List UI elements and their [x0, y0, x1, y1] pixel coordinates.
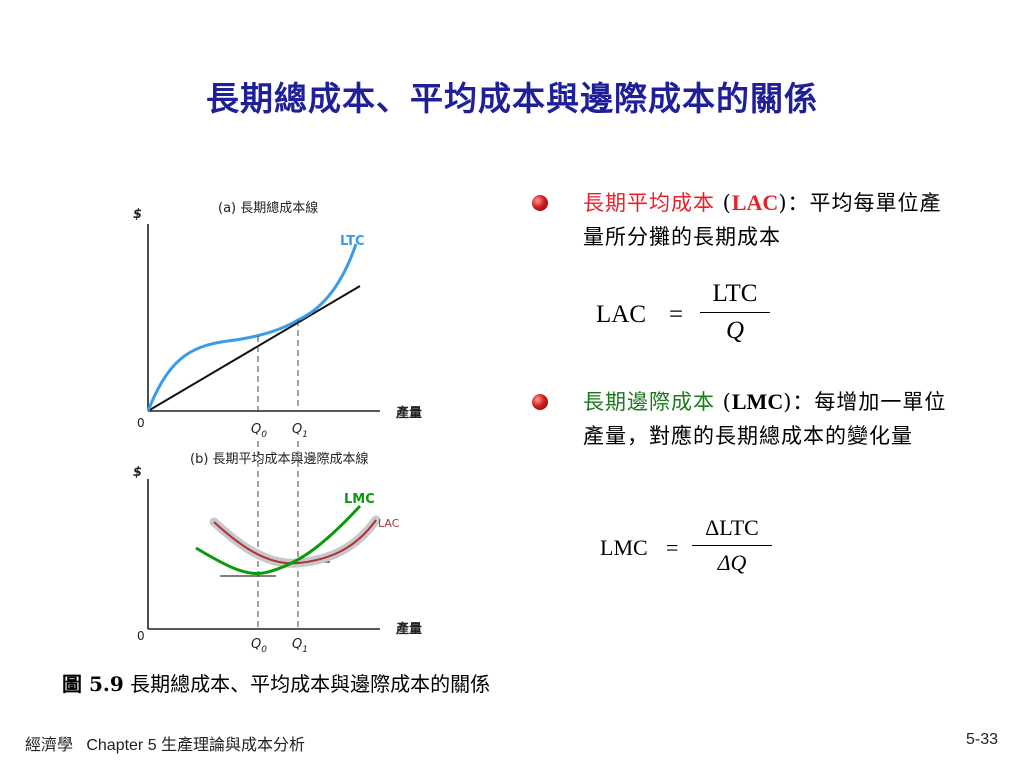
bullet-lmc: 長期邊際成本 (LMC)：每增加一單位產量，對應的長期總成本的變化量	[583, 385, 963, 453]
bullet-dot-lmc	[532, 394, 548, 410]
bullet-lac: 長期平均成本 (LAC)：平均每單位產量所分攤的長期成本	[583, 186, 963, 254]
definition-lmc: ：每增加一單位產量，對應的長期總成本的變化量	[583, 390, 947, 448]
caption-text: 長期總成本、平均成本與邊際成本的關係	[123, 672, 491, 696]
panel-b: (b) 長期平均成本與邊際成本線 $ 產量 0 LAC LMC Q0 Q1	[133, 441, 422, 655]
q1-label-a: Q1	[292, 422, 308, 440]
formula-lmc-num: ΔLTC	[705, 515, 759, 540]
figure-caption: 圖 5.9 長期總成本、平均成本與邊際成本的關係	[62, 668, 490, 697]
definition-lac: ：平均每單位產量所分攤的長期成本	[583, 191, 942, 249]
panel-a: (a) 長期總成本線 $ 產量 0 LTC Q0 Q1	[133, 200, 422, 440]
footer-course: 經濟學 Chapter 5 生產理論與成本分析	[25, 737, 306, 754]
q0-label-b: Q0	[251, 637, 267, 655]
bullet-lmc-open: (	[715, 390, 732, 414]
lmc-label: LMC	[344, 492, 375, 507]
slide-title: 長期總成本、平均成本與邊際成本的關係	[206, 79, 818, 118]
formula-lmc: LMC = ΔLTC ΔQ	[600, 515, 790, 595]
panel-a-y-label: $	[133, 207, 142, 222]
term-lmc: 長期邊際成本	[583, 390, 715, 414]
bullet-dot-lac	[532, 195, 548, 211]
formula-lac-den: Q	[725, 317, 745, 344]
formula-lmc-lhs: LMC	[600, 535, 648, 560]
q0-label-a: Q0	[251, 422, 267, 440]
lmc-curve	[195, 504, 362, 575]
formula-lac-num: LTC	[712, 280, 758, 307]
footer-page-number: 5-33	[965, 731, 998, 748]
panel-b-x-label: 產量	[395, 621, 422, 637]
term-lac: 長期平均成本	[583, 191, 715, 215]
lac-curve	[213, 519, 377, 565]
bullet-lac-close: )	[778, 191, 788, 215]
lac-label: LAC	[378, 517, 400, 530]
panel-a-title: (a) 長期總成本線	[218, 200, 318, 216]
ray-from-origin	[147, 285, 361, 412]
formula-lac-frac: LTC Q	[700, 280, 770, 345]
abbr-lac: LAC	[731, 190, 779, 215]
formula-lac: LAC = LTC Q	[596, 280, 786, 370]
caption-label: 圖 5.9	[62, 672, 124, 696]
formula-lmc-bar	[692, 545, 772, 546]
formula-lmc-eq: =	[666, 535, 679, 560]
ltc-label: LTC	[340, 234, 365, 249]
bullet-lmc-close: )	[783, 390, 793, 414]
panel-a-x-label: 產量	[395, 405, 422, 421]
ltc-curve	[146, 243, 358, 412]
panel-b-y-label: $	[133, 465, 142, 480]
formula-lmc-den: ΔQ	[717, 550, 747, 575]
bullet-lac-open: (	[715, 191, 732, 215]
formula-lac-lhs: LAC	[596, 301, 646, 328]
panel-a-origin: 0	[137, 416, 145, 430]
formula-lac-bar	[700, 312, 770, 313]
cost-curves-figure: (a) 長期總成本線 $ 產量 0 LTC Q0 Q1 (b) 長期平均成本與邊…	[118, 186, 448, 656]
abbr-lmc: LMC	[731, 389, 784, 414]
formula-lmc-frac: ΔLTC ΔQ	[692, 515, 772, 576]
panel-b-title: (b) 長期平均成本與邊際成本線	[190, 451, 369, 467]
panel-b-origin: 0	[137, 629, 145, 643]
figure-svg: (a) 長期總成本線 $ 產量 0 LTC Q0 Q1 (b) 長期平均成本與邊…	[133, 200, 422, 655]
formula-lac-eq: =	[669, 301, 684, 328]
q1-label-b: Q1	[292, 637, 308, 655]
